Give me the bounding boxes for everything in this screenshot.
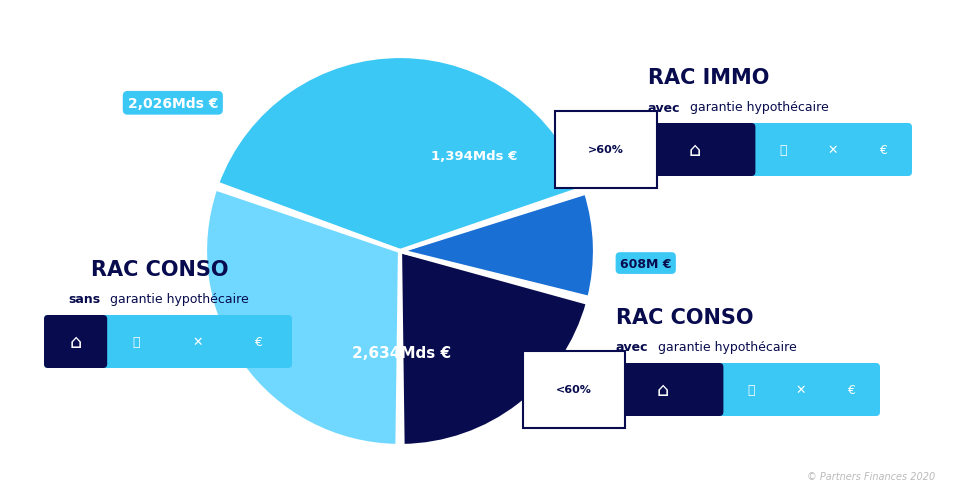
Text: ✕: ✕: [827, 144, 838, 157]
Text: RAC CONSO: RAC CONSO: [91, 260, 229, 280]
Text: ⌂: ⌂: [656, 380, 669, 399]
FancyBboxPatch shape: [634, 124, 755, 177]
Wedge shape: [400, 193, 595, 298]
Text: €: €: [255, 335, 262, 348]
FancyBboxPatch shape: [602, 363, 724, 416]
Text: avec: avec: [648, 101, 680, 114]
Wedge shape: [205, 189, 400, 446]
FancyBboxPatch shape: [44, 315, 292, 368]
Text: €: €: [847, 383, 855, 396]
Text: <60%: <60%: [556, 385, 592, 395]
Text: 2,634Mds €: 2,634Mds €: [352, 345, 451, 360]
Text: RAC IMMO: RAC IMMO: [648, 68, 770, 88]
Text: 1,394Mds €: 1,394Mds €: [431, 149, 517, 162]
Text: 🚗: 🚗: [747, 383, 754, 396]
Text: ⌂: ⌂: [69, 332, 82, 351]
Text: >60%: >60%: [588, 145, 624, 155]
FancyBboxPatch shape: [602, 363, 880, 416]
Text: €: €: [879, 144, 887, 157]
Wedge shape: [217, 57, 584, 252]
Text: ⌂: ⌂: [688, 141, 701, 160]
Text: garantie hypothécaire: garantie hypothécaire: [106, 293, 249, 306]
Text: ✕: ✕: [192, 335, 203, 348]
Text: 🚗: 🚗: [779, 144, 786, 157]
Text: sans: sans: [68, 293, 100, 306]
Text: RAC CONSO: RAC CONSO: [616, 308, 753, 327]
FancyBboxPatch shape: [44, 315, 108, 368]
Text: ✕: ✕: [796, 383, 806, 396]
Text: 🚗: 🚗: [133, 335, 140, 348]
FancyBboxPatch shape: [634, 124, 912, 177]
Text: garantie hypothécaire: garantie hypothécaire: [686, 101, 828, 114]
Wedge shape: [400, 252, 588, 446]
Text: garantie hypothécaire: garantie hypothécaire: [654, 341, 797, 354]
Text: © Partners Finances 2020: © Partners Finances 2020: [806, 471, 935, 481]
Text: 608M €: 608M €: [620, 257, 672, 270]
Text: 2,026Mds €: 2,026Mds €: [128, 97, 218, 111]
Text: avec: avec: [616, 341, 649, 354]
